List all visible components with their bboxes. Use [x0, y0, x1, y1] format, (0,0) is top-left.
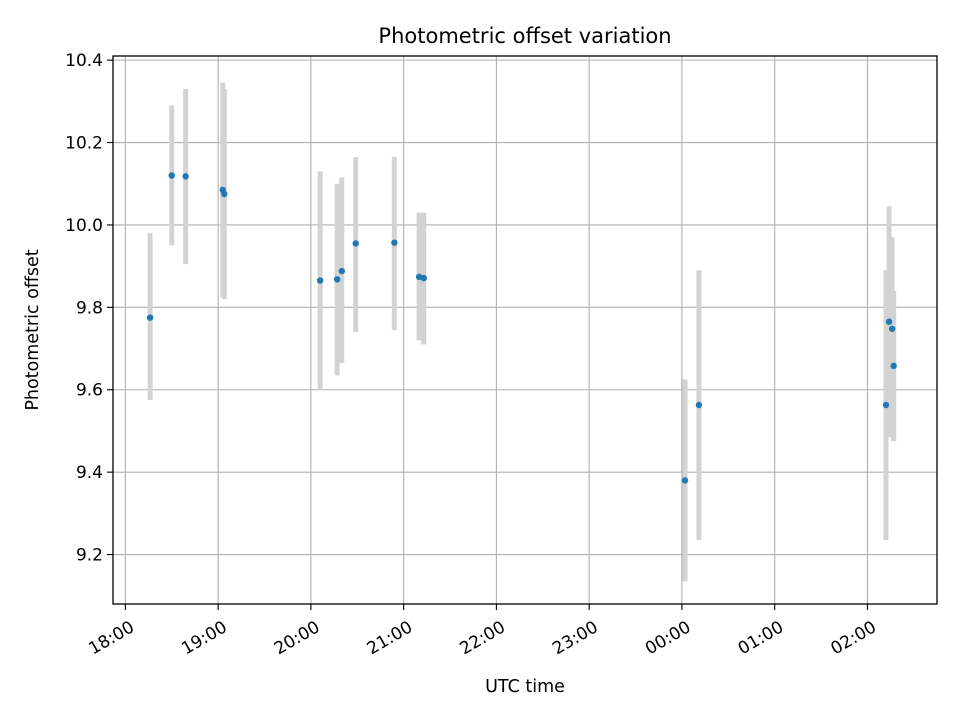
data-point — [221, 190, 228, 198]
y-tick-label: 10.0 — [65, 216, 103, 236]
data-point — [352, 240, 359, 247]
data-point — [885, 318, 893, 325]
data-point — [890, 362, 897, 370]
y-axis-label: Photometric offset — [23, 249, 43, 410]
y-tick-label: 9.8 — [76, 298, 103, 318]
data-point — [338, 267, 346, 275]
y-tick-label: 9.2 — [76, 546, 103, 566]
grid — [113, 56, 937, 604]
data-point — [391, 239, 398, 246]
data-point — [316, 277, 324, 284]
data-point — [146, 314, 154, 321]
data-point — [333, 276, 341, 283]
y-tick-label: 9.4 — [76, 463, 103, 483]
y-tick-label: 10.2 — [65, 134, 103, 154]
data-point — [168, 172, 175, 179]
data-point — [695, 401, 703, 409]
data-point — [420, 274, 427, 282]
chart-title: Photometric offset variation — [378, 24, 671, 48]
y-tick-label: 9.6 — [76, 381, 103, 401]
y-axis-ticks: 9.2 9.4 9.6 9.8 10.0 10.2 10.4 — [65, 51, 113, 566]
y-tick-label: 10.4 — [65, 51, 103, 71]
data-point — [182, 173, 189, 180]
data-point — [882, 401, 890, 409]
x-axis-label: UTC time — [485, 677, 565, 697]
data-points — [146, 172, 897, 484]
data-point — [681, 477, 689, 484]
plot-frame — [112, 55, 938, 605]
data-point — [888, 325, 896, 332]
